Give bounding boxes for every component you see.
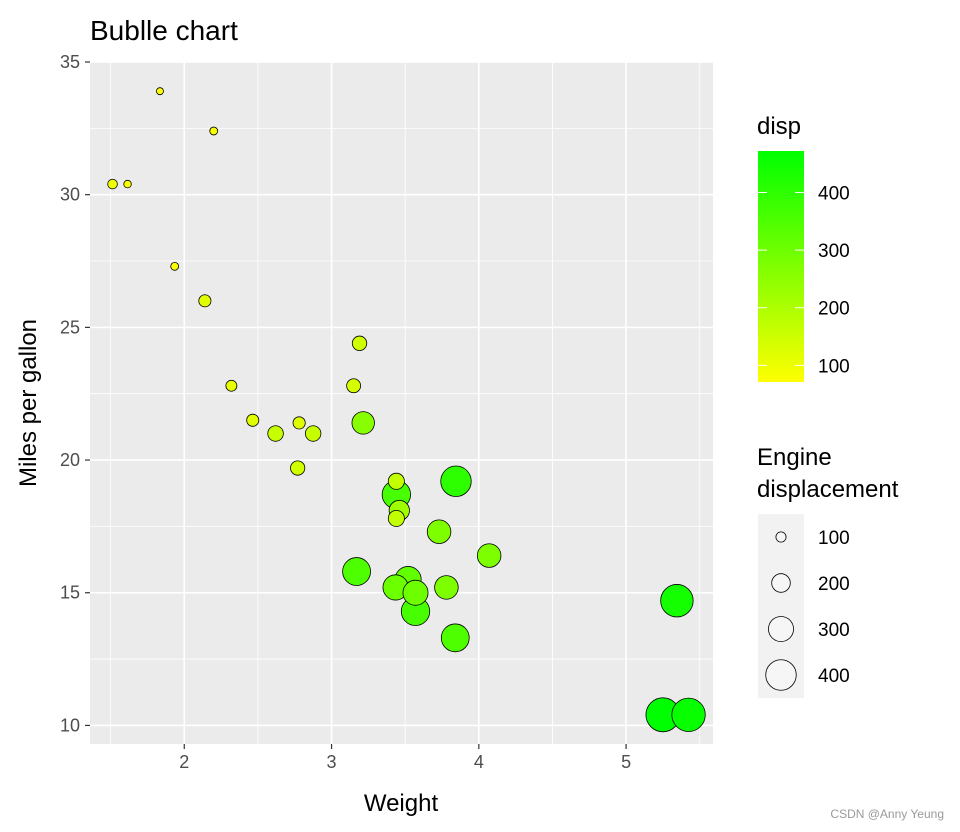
size-legend-key-background (758, 514, 804, 698)
size-legend-title-line2: displacement (757, 476, 899, 503)
y-axis-tick-label: 20 (60, 450, 80, 470)
y-axis-title: Miles per gallon (15, 319, 42, 487)
watermark: CSDN @Anny Yeung (830, 807, 944, 821)
bubble-point (107, 178, 118, 190)
color-legend-label: 100 (818, 356, 850, 377)
size-legend-label: 100 (818, 528, 850, 549)
x-axis-tick-label: 3 (327, 752, 337, 772)
bubble-point (156, 87, 164, 96)
bubble-point (292, 416, 306, 430)
bubble-point (351, 411, 375, 435)
axis-ticks (85, 61, 627, 749)
x-axis-tick-labels: 2 3 4 5 (179, 752, 631, 772)
x-axis-title: Weight (364, 790, 439, 817)
bubble-point (434, 575, 459, 600)
y-axis-tick-label: 25 (60, 317, 80, 337)
bubble-point (387, 472, 405, 490)
color-legend-label: 400 (818, 183, 850, 204)
size-legend-key (765, 659, 797, 691)
x-axis-tick-label: 4 (474, 752, 484, 772)
y-axis-tick-labels: 10 15 20 25 30 35 (60, 52, 80, 735)
color-legend-bar (758, 151, 804, 382)
size-legend-title-line1: Engine (757, 444, 832, 471)
y-axis-tick-label: 10 (60, 715, 80, 735)
bubble-point (440, 623, 470, 653)
bubble-point (476, 543, 502, 568)
bubble-point (209, 126, 219, 136)
data-points (107, 87, 706, 733)
bubble-point (346, 378, 362, 394)
size-legend-key (768, 616, 794, 642)
color-legend-ticks: 100 200 300 400 (758, 183, 850, 377)
bubble-point (267, 425, 284, 442)
size-legend: 100 200 300 400 (765, 528, 850, 691)
bubble-point (198, 294, 212, 308)
bubble-point (225, 379, 238, 392)
size-legend-label: 200 (818, 574, 850, 595)
size-legend-label: 400 (818, 666, 850, 687)
y-axis-tick-label: 15 (60, 583, 80, 603)
size-legend-key (775, 531, 787, 543)
minor-gridlines (90, 62, 713, 744)
bubble-point (671, 697, 706, 732)
size-legend-label: 300 (818, 620, 850, 641)
bubble-point (123, 179, 132, 189)
bubble-point (426, 519, 452, 544)
color-legend-title: disp (757, 113, 801, 140)
color-legend-label: 300 (818, 241, 850, 262)
bubble-point (660, 584, 694, 618)
x-axis-tick-label: 5 (621, 752, 631, 772)
major-gridlines (90, 61, 713, 744)
y-axis-tick-label: 30 (60, 185, 80, 205)
bubble-point (440, 465, 472, 497)
bubble-point (290, 460, 306, 476)
bubble-point (170, 261, 180, 271)
bubble-point (246, 413, 260, 427)
bubble-point (387, 509, 405, 527)
color-legend-label: 200 (818, 299, 850, 320)
size-legend-key (771, 573, 791, 593)
bubble-point (351, 335, 368, 351)
chart-title: Bublle chart (90, 15, 238, 46)
bubble-point (304, 425, 322, 442)
bubble-point (342, 557, 371, 586)
bubble-point (402, 579, 429, 606)
plot-panel (90, 62, 713, 744)
y-axis-tick-label: 35 (60, 52, 80, 72)
x-axis-tick-label: 2 (179, 752, 189, 772)
